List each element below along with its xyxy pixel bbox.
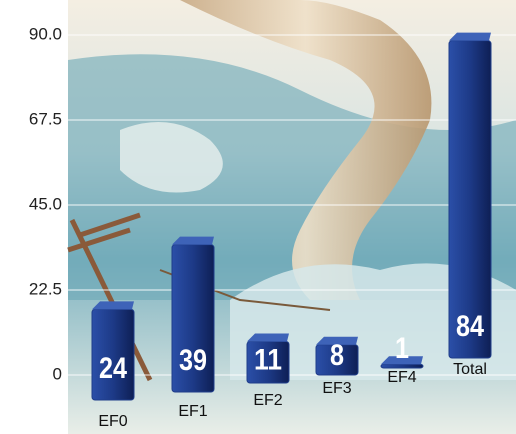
x-tick-label: Total <box>453 361 487 378</box>
bar <box>246 333 290 384</box>
bar <box>91 301 135 401</box>
value-label: 11 <box>254 343 282 376</box>
value-label: 8 <box>330 339 344 372</box>
bar-top <box>449 32 491 41</box>
value-label: 84 <box>456 310 484 343</box>
y-tick-label: 22.5 <box>29 279 62 298</box>
value-label: 39 <box>179 344 207 377</box>
x-tick-label: EF4 <box>387 369 416 386</box>
bar <box>448 32 492 359</box>
bar-top <box>172 236 214 245</box>
bar-top <box>316 336 358 345</box>
x-tick-label: EF2 <box>253 392 282 409</box>
bar-top <box>92 301 134 310</box>
bar-top <box>247 333 289 342</box>
y-tick-label: 0 <box>53 364 62 383</box>
value-label: 1 <box>395 332 409 365</box>
bar-top <box>381 356 423 365</box>
y-tick-label: 45.0 <box>29 194 62 213</box>
y-tick-label: 90.0 <box>29 24 62 43</box>
y-tick-label: 67.5 <box>29 109 62 128</box>
bar <box>380 356 424 369</box>
x-tick-label: EF3 <box>322 380 351 397</box>
bar <box>171 236 215 393</box>
x-tick-label: EF0 <box>98 413 127 430</box>
bar <box>315 336 359 376</box>
x-tick-label: EF1 <box>178 403 207 420</box>
value-label: 24 <box>99 352 127 385</box>
